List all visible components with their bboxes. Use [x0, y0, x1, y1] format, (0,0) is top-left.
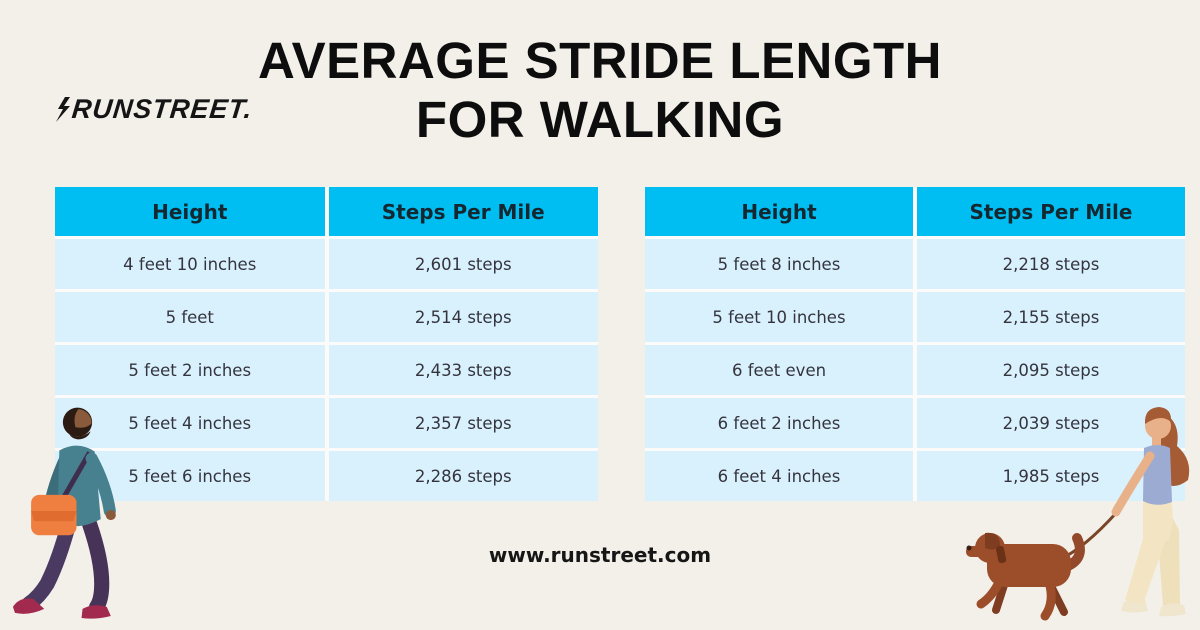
height-cell: 5 feet 4 inches — [55, 398, 325, 448]
steps-cell: 2,039 steps — [917, 398, 1185, 448]
stride-table-right: Height Steps Per Mile 5 feet 8 inches 2,218… — [645, 187, 1185, 501]
height-cell: 5 feet — [55, 292, 325, 342]
steps-cell: 2,286 steps — [328, 451, 598, 501]
height-cell: 6 feet even — [645, 345, 913, 395]
height-cell: 4 feet 10 inches — [55, 239, 325, 289]
height-cell: 5 feet 8 inches — [645, 239, 913, 289]
website-url: www.runstreet.com — [488, 543, 712, 567]
steps-cell: 2,218 steps — [917, 239, 1185, 289]
height-cell: 5 feet 10 inches — [645, 292, 913, 342]
col-header-height: Height — [55, 187, 325, 236]
woman-walking — [1111, 407, 1190, 617]
steps-cell: 2,514 steps — [328, 292, 598, 342]
stride-table-left: Height Steps Per Mile 4 feet 10 inches 2,60… — [55, 187, 598, 501]
height-cell: 5 feet 2 inches — [55, 345, 325, 395]
brand-logo: RUNSTREET. — [55, 94, 254, 125]
title-line-2: FOR WALKING — [415, 90, 785, 148]
steps-cell: 2,357 steps — [328, 398, 598, 448]
lightning-bolt-icon — [56, 96, 70, 122]
man-walking-illustration — [12, 407, 116, 619]
steps-cell: 2,095 steps — [917, 345, 1185, 395]
col-header-steps-per-mile: Steps Per Mile — [328, 187, 598, 236]
height-cell: 6 feet 2 inches — [645, 398, 913, 448]
steps-cell: 2,155 steps — [917, 292, 1185, 342]
dog-walking — [966, 532, 1085, 621]
title-line-1: AVERAGE STRIDE LENGTH — [258, 32, 942, 89]
col-header-steps-per-mile: Steps Per Mile — [917, 187, 1185, 236]
col-header-height: Height — [645, 187, 913, 236]
page-title: AVERAGE STRIDE LENGTH FOR WALKING — [0, 32, 1200, 149]
steps-cell: 2,601 steps — [328, 239, 598, 289]
height-cell: 6 feet 4 inches — [645, 451, 913, 501]
woman-dog-illustration — [966, 407, 1190, 621]
steps-cell: 2,433 steps — [328, 345, 598, 395]
